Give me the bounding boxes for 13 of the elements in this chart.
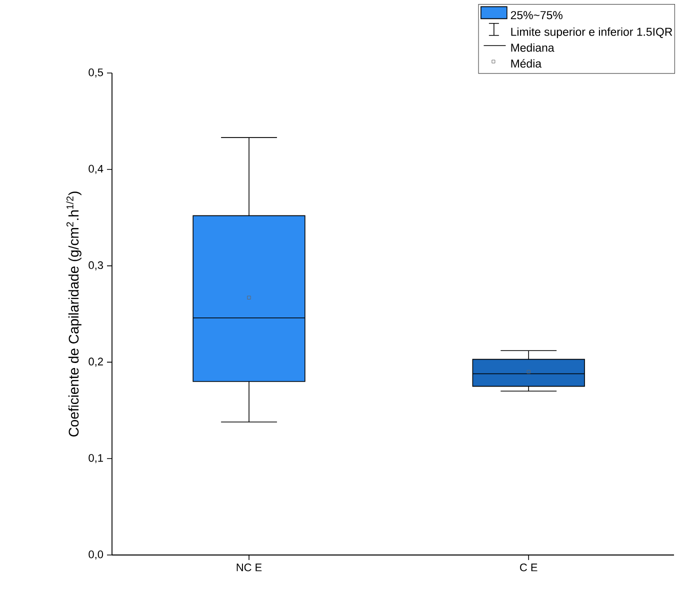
text: Mediana (511, 43, 554, 52)
text: 25%~75% (510, 11, 562, 20)
y-tick-label: 0,5 (88, 68, 104, 78)
y-axis-title: Coeficiente de Capilaridade (g/cm$^{2}$.h$^{1/2}$) (66, 192, 82, 436)
text: Média (511, 59, 542, 68)
y-tick-label: 0,0 (88, 550, 104, 560)
y-tick-label: 0,1 (88, 454, 103, 464)
x-tick-label: C E (520, 564, 538, 572)
y-tick-label: 0,4 (88, 164, 104, 174)
x-tick-label: NC E (236, 564, 262, 572)
text: Limite superior e inferior 1.5IQR (511, 27, 672, 38)
y-tick-label: 0,2 (88, 358, 103, 367)
y-tick-label: 0,3 (88, 261, 103, 270)
